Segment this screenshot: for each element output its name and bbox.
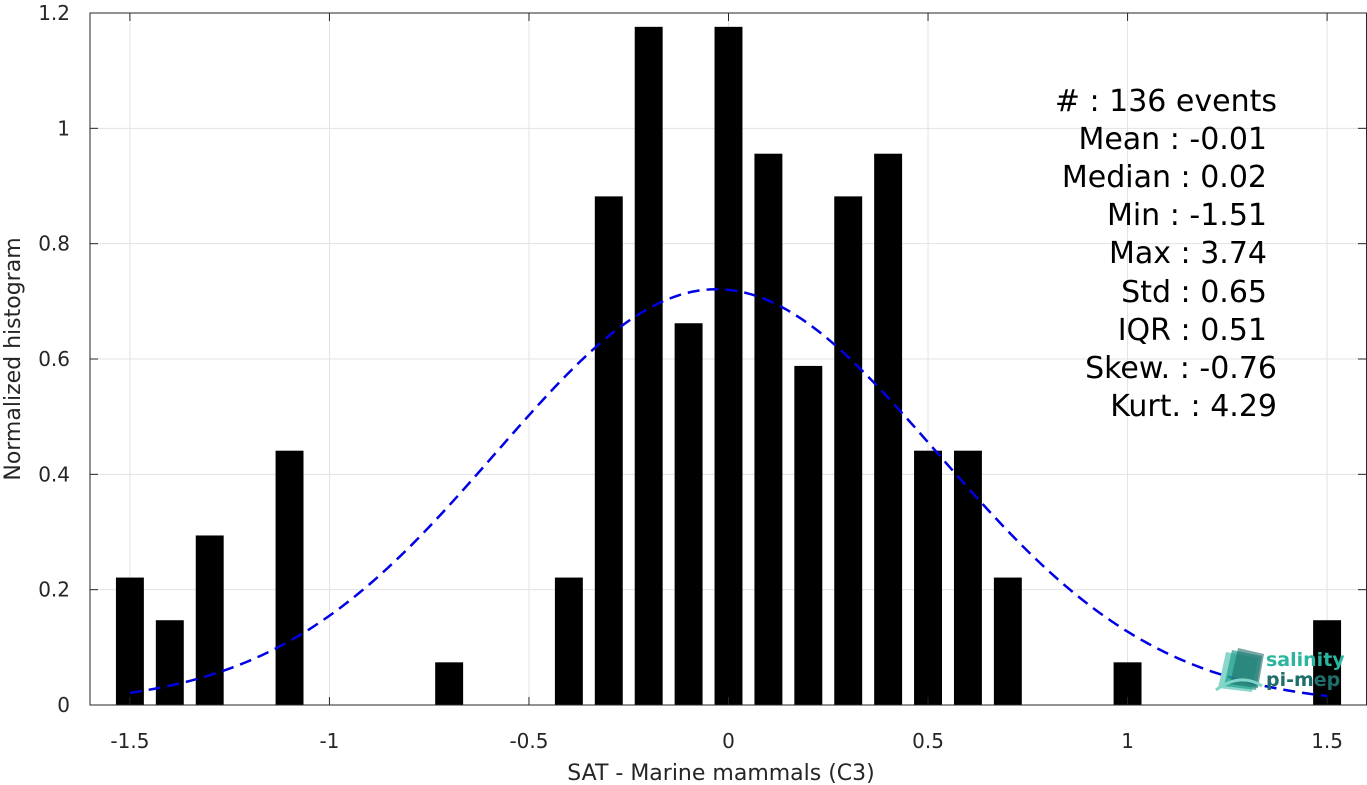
stat-kurt: Kurt. : 4.29: [1110, 389, 1277, 424]
stat-events: # : 136 events: [1055, 84, 1277, 119]
x-tick-label-1: -1: [319, 729, 339, 753]
histogram-bar-4: [435, 662, 464, 705]
y-tick-labels: 0 0.2 0.4 0.6 0.8 1 1.2: [38, 1, 70, 717]
histogram-bar-13: [874, 153, 903, 705]
x-tick-labels: -1.5 -1 -0.5 0 0.5 1 1.5: [110, 729, 1343, 753]
logo-text-pimep: pi-mep: [1266, 669, 1340, 691]
histogram-bar-9: [714, 26, 743, 705]
gaussian-fit-curve: [129, 287, 1328, 698]
stat-median: Median : 0.02: [1062, 160, 1267, 195]
logo-text-salinity: salinity: [1266, 649, 1345, 671]
histogram-bar-10: [754, 153, 783, 705]
x-axis-label: SAT - Marine mammals (C3): [567, 761, 875, 785]
histogram-bar-8: [674, 323, 703, 705]
y-axis-label: Normalized histogram: [1, 237, 26, 480]
histogram-bar-3: [275, 450, 304, 705]
histogram-bar-11: [794, 365, 823, 705]
stat-mean: Mean : -0.01: [1078, 122, 1267, 157]
histogram-bar-15: [953, 450, 982, 705]
axis-ticks: [90, 12, 1366, 706]
x-tick-label-3: 0: [722, 729, 735, 753]
y-tick-label-3: 0.6: [38, 347, 70, 371]
histogram-bar-16: [993, 577, 1022, 705]
y-tick-label-4: 0.8: [38, 232, 70, 256]
y-tick-label-5: 1: [57, 116, 70, 140]
stat-min: Min : -1.51: [1107, 198, 1267, 233]
histogram-bar-1: [155, 620, 184, 705]
statistics-annotations: # : 136 events Mean : -0.01 Median : 0.0…: [1055, 84, 1277, 424]
x-tick-label-4: 0.5: [912, 729, 944, 753]
x-tick-label-6: 1.5: [1311, 729, 1343, 753]
stat-skew: Skew. : -0.76: [1085, 351, 1277, 386]
salinity-pimep-logo: salinity pi-mep: [1215, 648, 1345, 692]
histogram-bar-6: [594, 196, 623, 705]
histogram-bar-12: [834, 196, 863, 705]
histogram-bar-2: [195, 535, 224, 705]
histogram-bar-0: [115, 577, 144, 705]
histogram-bar-14: [914, 450, 942, 705]
histogram-bars: [115, 26, 1342, 705]
x-tick-label-2: -0.5: [509, 729, 548, 753]
stat-std: Std : 0.65: [1121, 275, 1267, 310]
y-tick-label-1: 0.2: [38, 578, 70, 602]
logo-icon: [1215, 648, 1264, 692]
histogram-bar-5: [554, 577, 583, 705]
stat-iqr: IQR : 0.51: [1118, 313, 1267, 348]
y-tick-label-0: 0: [57, 693, 70, 717]
y-tick-label-2: 0.4: [38, 462, 70, 486]
histogram-bar-7: [634, 26, 663, 705]
y-tick-label-6: 1.2: [38, 1, 70, 25]
stat-max: Max : 3.74: [1109, 236, 1267, 271]
x-tick-label-5: 1: [1121, 729, 1134, 753]
x-tick-label-0: -1.5: [110, 729, 149, 753]
histogram-bar-18: [1313, 620, 1342, 705]
